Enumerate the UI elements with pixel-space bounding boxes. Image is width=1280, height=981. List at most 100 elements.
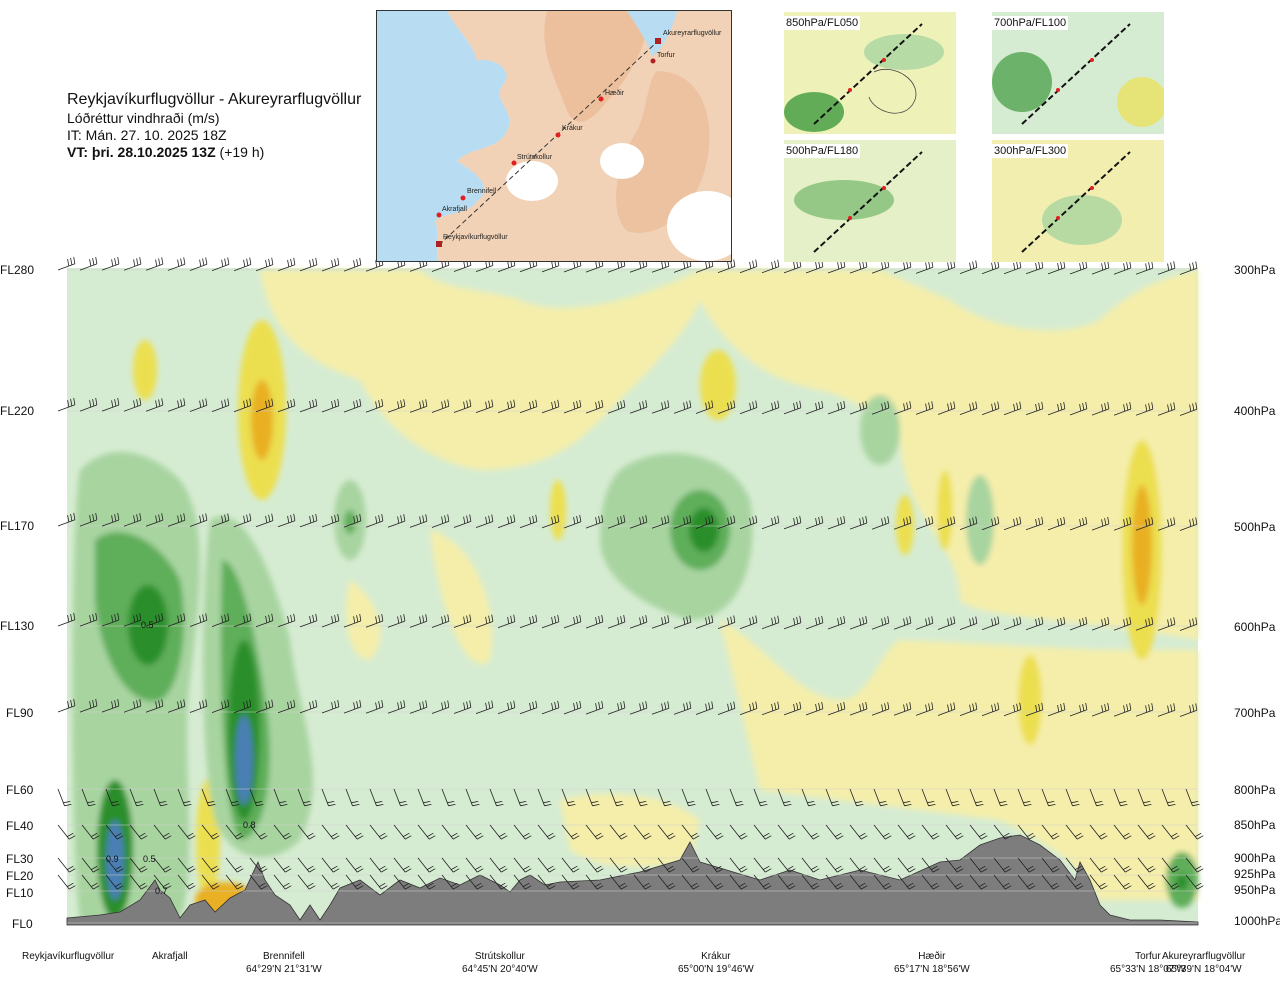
wind-barb (673, 400, 692, 414)
mini-map-route (1021, 151, 1131, 253)
wind-barb (825, 857, 844, 873)
wind-barb (871, 616, 890, 630)
wind-barb (729, 857, 748, 873)
wind-barb (761, 400, 780, 415)
wind-barb (1113, 874, 1132, 890)
wind-barb (1137, 874, 1156, 890)
downdraft-core (251, 380, 273, 460)
wind-barb (497, 700, 516, 715)
pressure-level-tick: 300hPa (1234, 263, 1276, 277)
wind-barb (1113, 617, 1132, 631)
mini-map-300: 300hPa/FL300 (992, 140, 1164, 262)
wind-barb (1157, 261, 1176, 275)
wind-barb (513, 874, 532, 890)
wind-barb (1161, 874, 1180, 890)
flight-level-tick: FL10 (6, 886, 34, 900)
wind-barb (255, 699, 274, 714)
wind-barb (409, 700, 428, 714)
wind-barb (729, 874, 748, 890)
wind-barb (1157, 402, 1176, 416)
wind-barb (57, 698, 76, 713)
wind-barb (629, 615, 648, 629)
wind-barb (585, 788, 600, 807)
wind-barb (981, 516, 1000, 531)
wind-barb (101, 613, 120, 627)
wind-barb (81, 857, 100, 873)
map-label-torfur: Torfur (657, 52, 676, 59)
wind-barb (893, 702, 912, 716)
mini-map-updraft (1042, 195, 1122, 245)
wind-barb (609, 824, 628, 840)
wind-barb (537, 874, 556, 890)
wind-barb (563, 258, 582, 273)
downdraft-region (430, 530, 492, 664)
downdraft-core (1132, 485, 1152, 605)
wind-barb (585, 614, 604, 629)
wind-barb (981, 401, 1000, 416)
wind-barb (123, 699, 142, 713)
wind-barb (273, 857, 292, 873)
wind-barb (753, 824, 772, 840)
wind-barb (609, 857, 628, 873)
wind-barb (409, 399, 428, 413)
wind-barb (497, 614, 516, 629)
wind-barb (369, 788, 384, 807)
wind-barb (369, 824, 388, 840)
wind-barb (1179, 261, 1198, 275)
wind-barb (695, 615, 714, 629)
wind-barb (969, 788, 984, 807)
wind-barb (849, 788, 864, 807)
wind-barb (255, 257, 274, 272)
wind-barb (897, 824, 916, 840)
wind-barb (1069, 516, 1088, 531)
wind-barb (101, 513, 120, 527)
wind-barb (1091, 616, 1110, 631)
wind-barb (465, 874, 484, 890)
wind-barb (453, 399, 472, 413)
updraft-core (689, 508, 719, 552)
downdraft-core (937, 470, 953, 550)
wind-barb (585, 824, 604, 840)
wind-barb (1089, 857, 1108, 873)
wind-barb (825, 788, 840, 807)
wind-barb (1047, 516, 1066, 531)
wind-barb (541, 258, 560, 273)
wind-barb (1137, 824, 1156, 840)
location-name: Brennifell (263, 951, 305, 962)
wind-barb (153, 788, 168, 807)
location-name: Akrafjall (152, 951, 188, 962)
wind-barb (827, 515, 846, 530)
location-label: Hæðir 65°17'N 18°56'W (894, 950, 970, 976)
downdraft-region (560, 794, 700, 867)
wind-barb (739, 701, 758, 716)
flight-level-tick: FL130 (0, 619, 35, 633)
wind-barb (541, 614, 560, 629)
pressure-level-tick: 600hPa (1234, 620, 1276, 634)
waypoint-marker (511, 160, 517, 166)
wind-barb (365, 614, 384, 628)
downdraft-core (1018, 655, 1042, 745)
wind-barb (981, 260, 1000, 275)
wind-barb (101, 257, 120, 271)
wind-barb (993, 874, 1012, 890)
wind-barb (1089, 788, 1104, 807)
wind-barb (321, 513, 340, 528)
waypoint-marker (460, 195, 466, 201)
wind-barb (777, 874, 796, 890)
wind-barb (1135, 703, 1154, 717)
wind-barb (123, 613, 142, 627)
wind-barb (761, 259, 780, 274)
flight-level-tick: FL220 (0, 404, 35, 418)
wind-barb (1113, 703, 1132, 717)
wind-barb (959, 702, 978, 716)
wind-barb (915, 702, 934, 716)
wind-barb (519, 700, 538, 715)
wind-barb (633, 788, 648, 807)
wind-barb (561, 874, 580, 890)
wind-barb (1041, 857, 1060, 873)
wind-barb (893, 616, 912, 630)
wind-barb (211, 257, 230, 271)
wind-barb (1161, 788, 1176, 807)
mini-map-downdraft (1117, 77, 1164, 127)
wind-barb (541, 700, 560, 715)
